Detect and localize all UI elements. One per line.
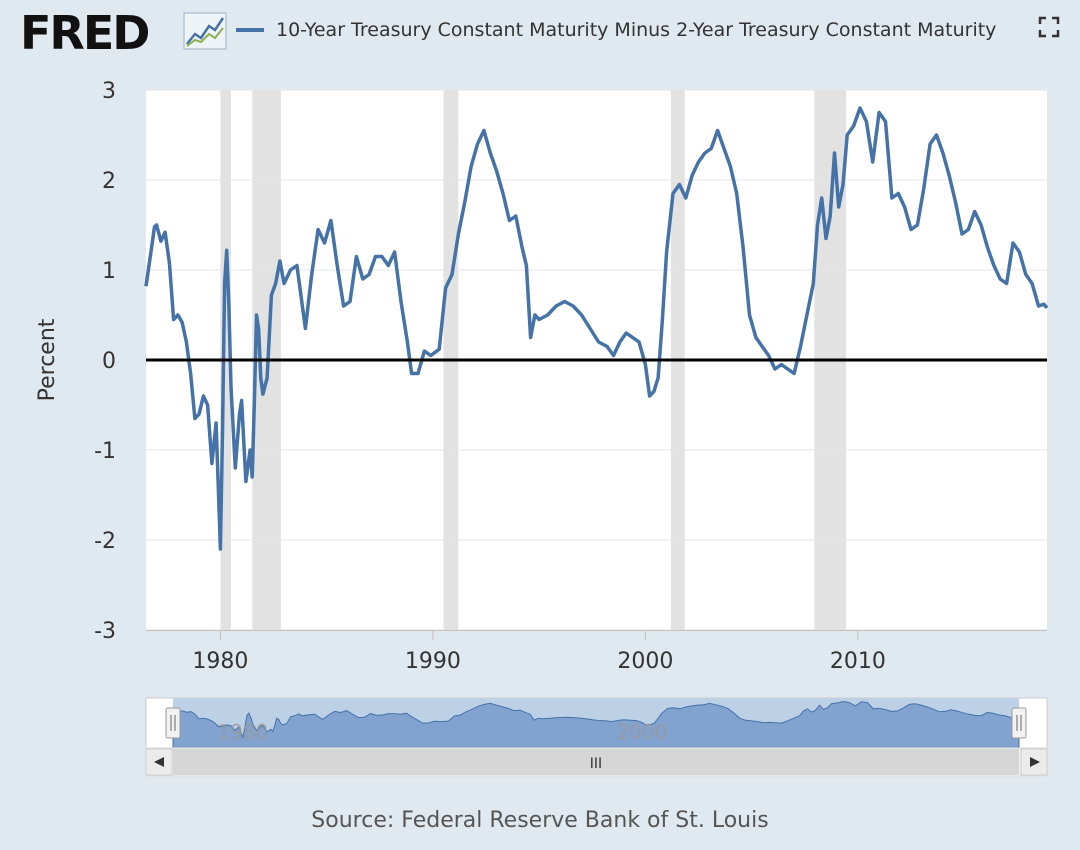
y-axis-label: Percent [35,318,60,401]
chart-area: 3 2 1 0 -1 -2 -3 1980 1990 2000 2010 Percent 1980 20… [35,79,1049,777]
scrollbar-thumb[interactable] [173,749,1019,775]
y-tick-label: 0 [102,349,116,374]
x-tick-label: 2010 [830,649,886,674]
fullscreen-icon[interactable] [1038,16,1060,38]
y-tick-label: 3 [102,79,116,104]
navigator-tick-label: 2000 [616,720,667,744]
legend[interactable]: 10-Year Treasury Constant Maturity Minus… [236,18,996,42]
y-tick-label: 1 [102,259,116,284]
y-tick-label: 2 [102,169,116,194]
y-tick-label: -1 [94,439,116,464]
plot-layer: 3 2 1 0 -1 -2 -3 1980 1990 2000 2010 Percent [35,79,1049,674]
navigator-left-handle[interactable] [165,707,181,739]
fred-chart-icon [183,12,227,50]
scrollbar[interactable]: III [145,747,1048,777]
fred-logo[interactable]: FRED [20,6,150,60]
scrollbar-grip: III [590,756,602,772]
legend-label: 10-Year Treasury Constant Maturity Minus… [276,19,997,41]
x-tick-label: 1980 [192,649,248,674]
navigator-right-handle[interactable] [1011,707,1027,739]
x-tick-label: 1990 [405,649,461,674]
series-line[interactable] [144,106,1049,551]
x-tick-label: 2000 [617,649,673,674]
handle-body [1011,707,1027,739]
navigator-series [172,700,1020,749]
y-tick-label: -2 [94,529,116,554]
chart-header: FRED 10-Year Treasury Constant Maturity … [0,0,1080,70]
legend-swatch [236,28,264,32]
scroll-left-arrow-icon [154,757,164,767]
scroll-right-arrow-icon [1030,757,1040,767]
handle-body [165,707,181,739]
navigator[interactable]: 1980 2000 III [145,697,1048,777]
y-tick-label: -3 [94,619,116,644]
navigator-tick-label: 1980 [217,720,268,744]
source-text: Source: Federal Reserve Bank of St. Loui… [311,808,769,833]
